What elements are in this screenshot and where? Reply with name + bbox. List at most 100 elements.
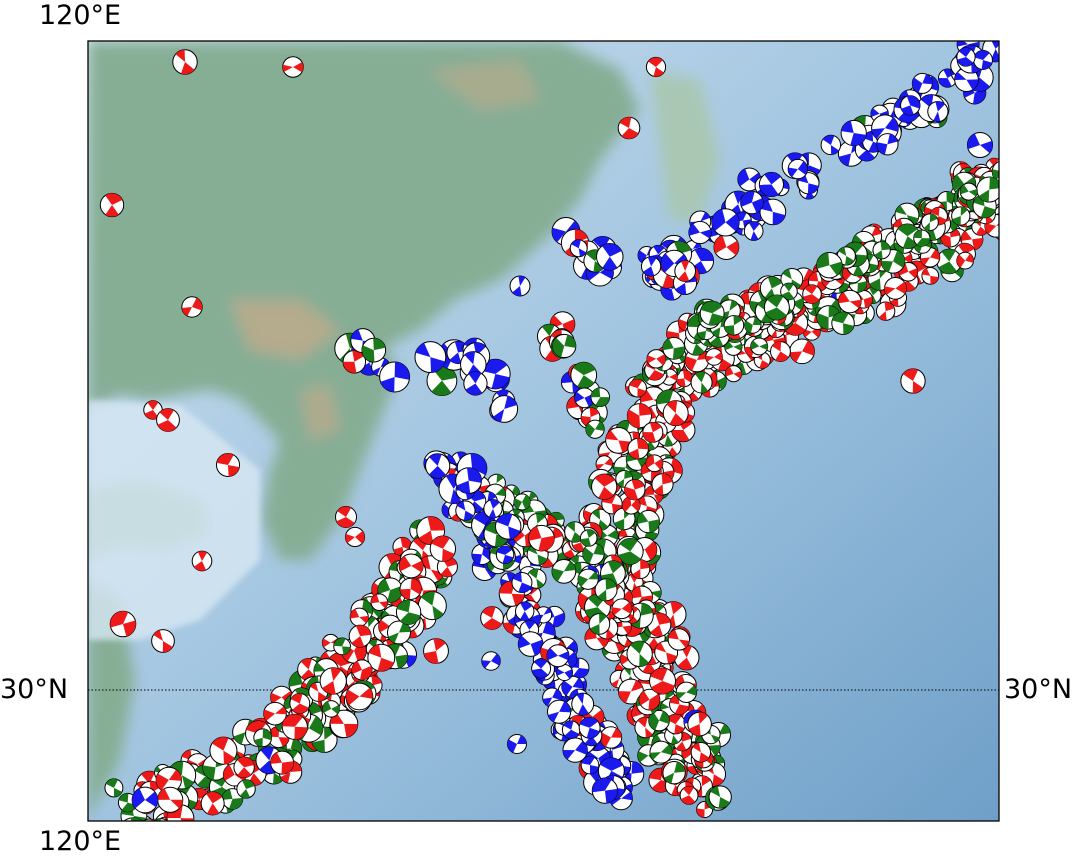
focal-mechanism-beachball	[642, 421, 664, 443]
focal-mechanism-beachball	[628, 378, 647, 398]
focal-mechanism-beachball	[831, 311, 855, 335]
focal-mechanism-beachball	[627, 437, 649, 460]
focal-mechanism-beachball	[674, 260, 697, 282]
focal-mechanism-beachball	[423, 638, 449, 664]
focal-mechanism-beachball	[665, 713, 686, 735]
focal-mechanism-beachball	[571, 692, 595, 716]
focal-mechanism-beachball	[626, 640, 653, 668]
focal-mechanism-beachball	[455, 467, 483, 495]
focal-mechanism-beachball	[699, 300, 725, 326]
focal-mechanism-beachball	[151, 629, 175, 653]
focal-mechanism-beachball	[787, 158, 809, 180]
focal-mechanism-beachball	[490, 395, 519, 423]
right-latitude-label: 30°N	[1004, 674, 1073, 705]
focal-mechanism-beachball	[209, 736, 238, 765]
focal-mechanism-beachball	[379, 361, 411, 393]
focal-mechanism-beachball	[976, 176, 999, 203]
focal-mechanism-beachball	[177, 818, 191, 821]
focal-mechanism-beachball	[494, 513, 522, 540]
focal-mechanism-beachball	[215, 452, 241, 478]
focal-mechanism-beachball	[153, 818, 169, 821]
focal-mechanism-beachball	[329, 709, 359, 739]
focal-mechanism-beachball	[253, 728, 273, 748]
focal-mechanism-beachball	[511, 572, 533, 594]
focal-mechanism-beachball	[577, 568, 599, 590]
focal-mechanism-beachball	[894, 223, 921, 250]
focal-mechanism-beachball	[176, 818, 193, 821]
focal-mechanism-beachball	[662, 336, 686, 360]
focal-mechanism-beachball	[645, 56, 667, 78]
focal-mechanism-beachball	[342, 350, 367, 374]
focal-mechanism-beachball	[789, 338, 815, 365]
focal-mechanism-beachball	[561, 720, 581, 740]
focal-mechanism-beachball	[455, 500, 476, 521]
focal-mechanism-beachball	[966, 131, 994, 159]
focal-mechanism-beachball	[816, 252, 843, 279]
focal-mechanism-beachball	[191, 550, 213, 572]
focal-mechanism-beachball	[109, 610, 137, 638]
focal-mechanism-beachball	[386, 620, 411, 645]
focal-mechanism-beachball	[836, 246, 856, 266]
focal-mechanism-beachball	[156, 408, 180, 432]
focal-mechanism-beachball	[927, 100, 949, 123]
focal-mechanism-beachball	[270, 750, 295, 775]
focal-mechanism-beachball	[649, 740, 673, 764]
focal-mechanism-markers	[99, 41, 999, 844]
focal-mechanism-beachball	[100, 823, 121, 844]
focal-mechanism-beachball	[973, 50, 993, 70]
focal-mechanism-beachball	[517, 631, 544, 657]
focal-mechanism-beachball	[157, 786, 184, 813]
focal-mechanism-beachball	[840, 119, 867, 147]
map-frame	[87, 40, 1000, 822]
focal-mechanism-beachball	[763, 294, 790, 321]
focal-mechanism-beachball	[526, 568, 547, 589]
focal-mechanism-beachball	[483, 499, 503, 519]
focal-mechanism-beachball	[876, 133, 899, 156]
focal-mechanism-beachball	[495, 545, 515, 565]
focal-mechanism-beachball	[481, 651, 501, 671]
focal-mechanism-beachball	[705, 348, 723, 366]
focal-mechanism-beachball	[780, 282, 798, 301]
focal-mechanism-beachball	[531, 658, 552, 679]
focal-mechanism-beachball	[155, 766, 182, 794]
focal-mechanism-beachball	[621, 496, 641, 515]
focal-mechanism-beachball	[333, 637, 351, 656]
focal-mechanism-beachball	[758, 171, 784, 198]
focal-mechanism-beachball	[460, 351, 487, 378]
focal-mechanism-beachball	[662, 761, 686, 785]
focal-mechanism-beachball	[289, 693, 311, 714]
focal-mechanism-beachball	[547, 699, 572, 724]
focal-mechanism-beachball	[740, 190, 764, 215]
top-longitude-label: 120°E	[39, 0, 122, 31]
focal-mechanism-beachball	[640, 256, 662, 277]
focal-mechanism-beachball	[414, 341, 447, 373]
focal-mechanism-beachball	[579, 529, 598, 547]
focal-mechanism-beachball	[872, 241, 891, 260]
focal-mechanism-beachball	[605, 427, 632, 454]
focal-mechanism-beachball	[743, 221, 764, 241]
focal-mechanism-beachball	[624, 479, 646, 501]
focal-mechanism-beachball	[951, 206, 971, 226]
focal-mechanism-beachball	[875, 301, 896, 321]
focal-mechanism-beachball	[596, 243, 624, 271]
focal-mechanism-beachball	[690, 742, 712, 763]
focal-mechanism-beachball	[588, 613, 611, 635]
focal-mechanism-beachball	[744, 316, 762, 334]
focal-mechanism-beachball	[591, 473, 618, 500]
focal-mechanism-beachball	[675, 681, 698, 704]
focal-mechanism-beachball	[797, 172, 820, 195]
focal-mechanism-beachball	[662, 400, 689, 427]
focal-mechanism-beachball	[221, 788, 244, 810]
focal-mechanism-beachball	[200, 791, 225, 816]
focal-mechanism-beachball	[172, 49, 198, 75]
focal-mechanism-beachball	[104, 778, 124, 798]
focal-mechanism-beachball	[837, 289, 862, 314]
focal-mechanism-beachball	[561, 675, 584, 699]
focal-mechanism-beachball	[802, 284, 822, 304]
focal-mechanism-beachball	[142, 818, 157, 821]
focal-mechanism-beachball	[335, 506, 357, 528]
focal-mechanism-beachball	[651, 473, 674, 496]
focal-mechanism-beachball	[954, 67, 979, 93]
focal-mechanism-beachball	[417, 591, 447, 621]
